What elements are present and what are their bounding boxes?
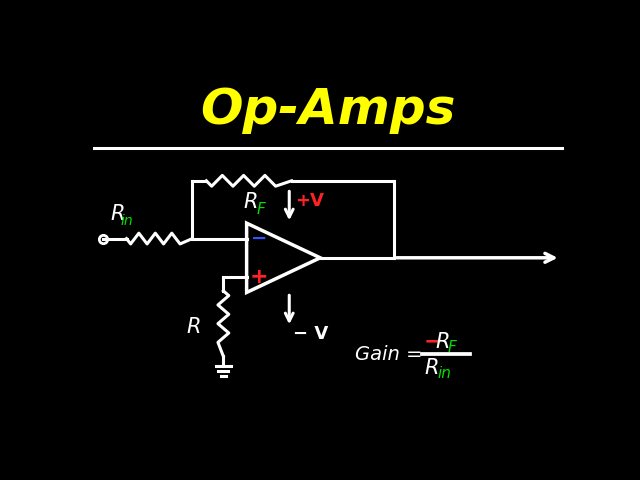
Text: in: in bbox=[120, 214, 133, 228]
Text: F: F bbox=[447, 340, 456, 355]
Text: −: − bbox=[251, 229, 268, 248]
Text: R: R bbox=[435, 332, 449, 352]
Text: in: in bbox=[437, 366, 451, 381]
Text: R: R bbox=[243, 192, 258, 212]
Text: +V: +V bbox=[296, 192, 324, 210]
Text: Op-Amps: Op-Amps bbox=[200, 86, 456, 134]
Text: −: − bbox=[423, 332, 442, 352]
Text: R: R bbox=[110, 204, 124, 224]
Text: − V: − V bbox=[293, 325, 328, 343]
Text: R: R bbox=[425, 358, 440, 378]
Text: F: F bbox=[256, 202, 265, 217]
Text: Gain =: Gain = bbox=[355, 345, 422, 363]
Text: R: R bbox=[187, 317, 201, 337]
Text: +: + bbox=[250, 267, 268, 287]
